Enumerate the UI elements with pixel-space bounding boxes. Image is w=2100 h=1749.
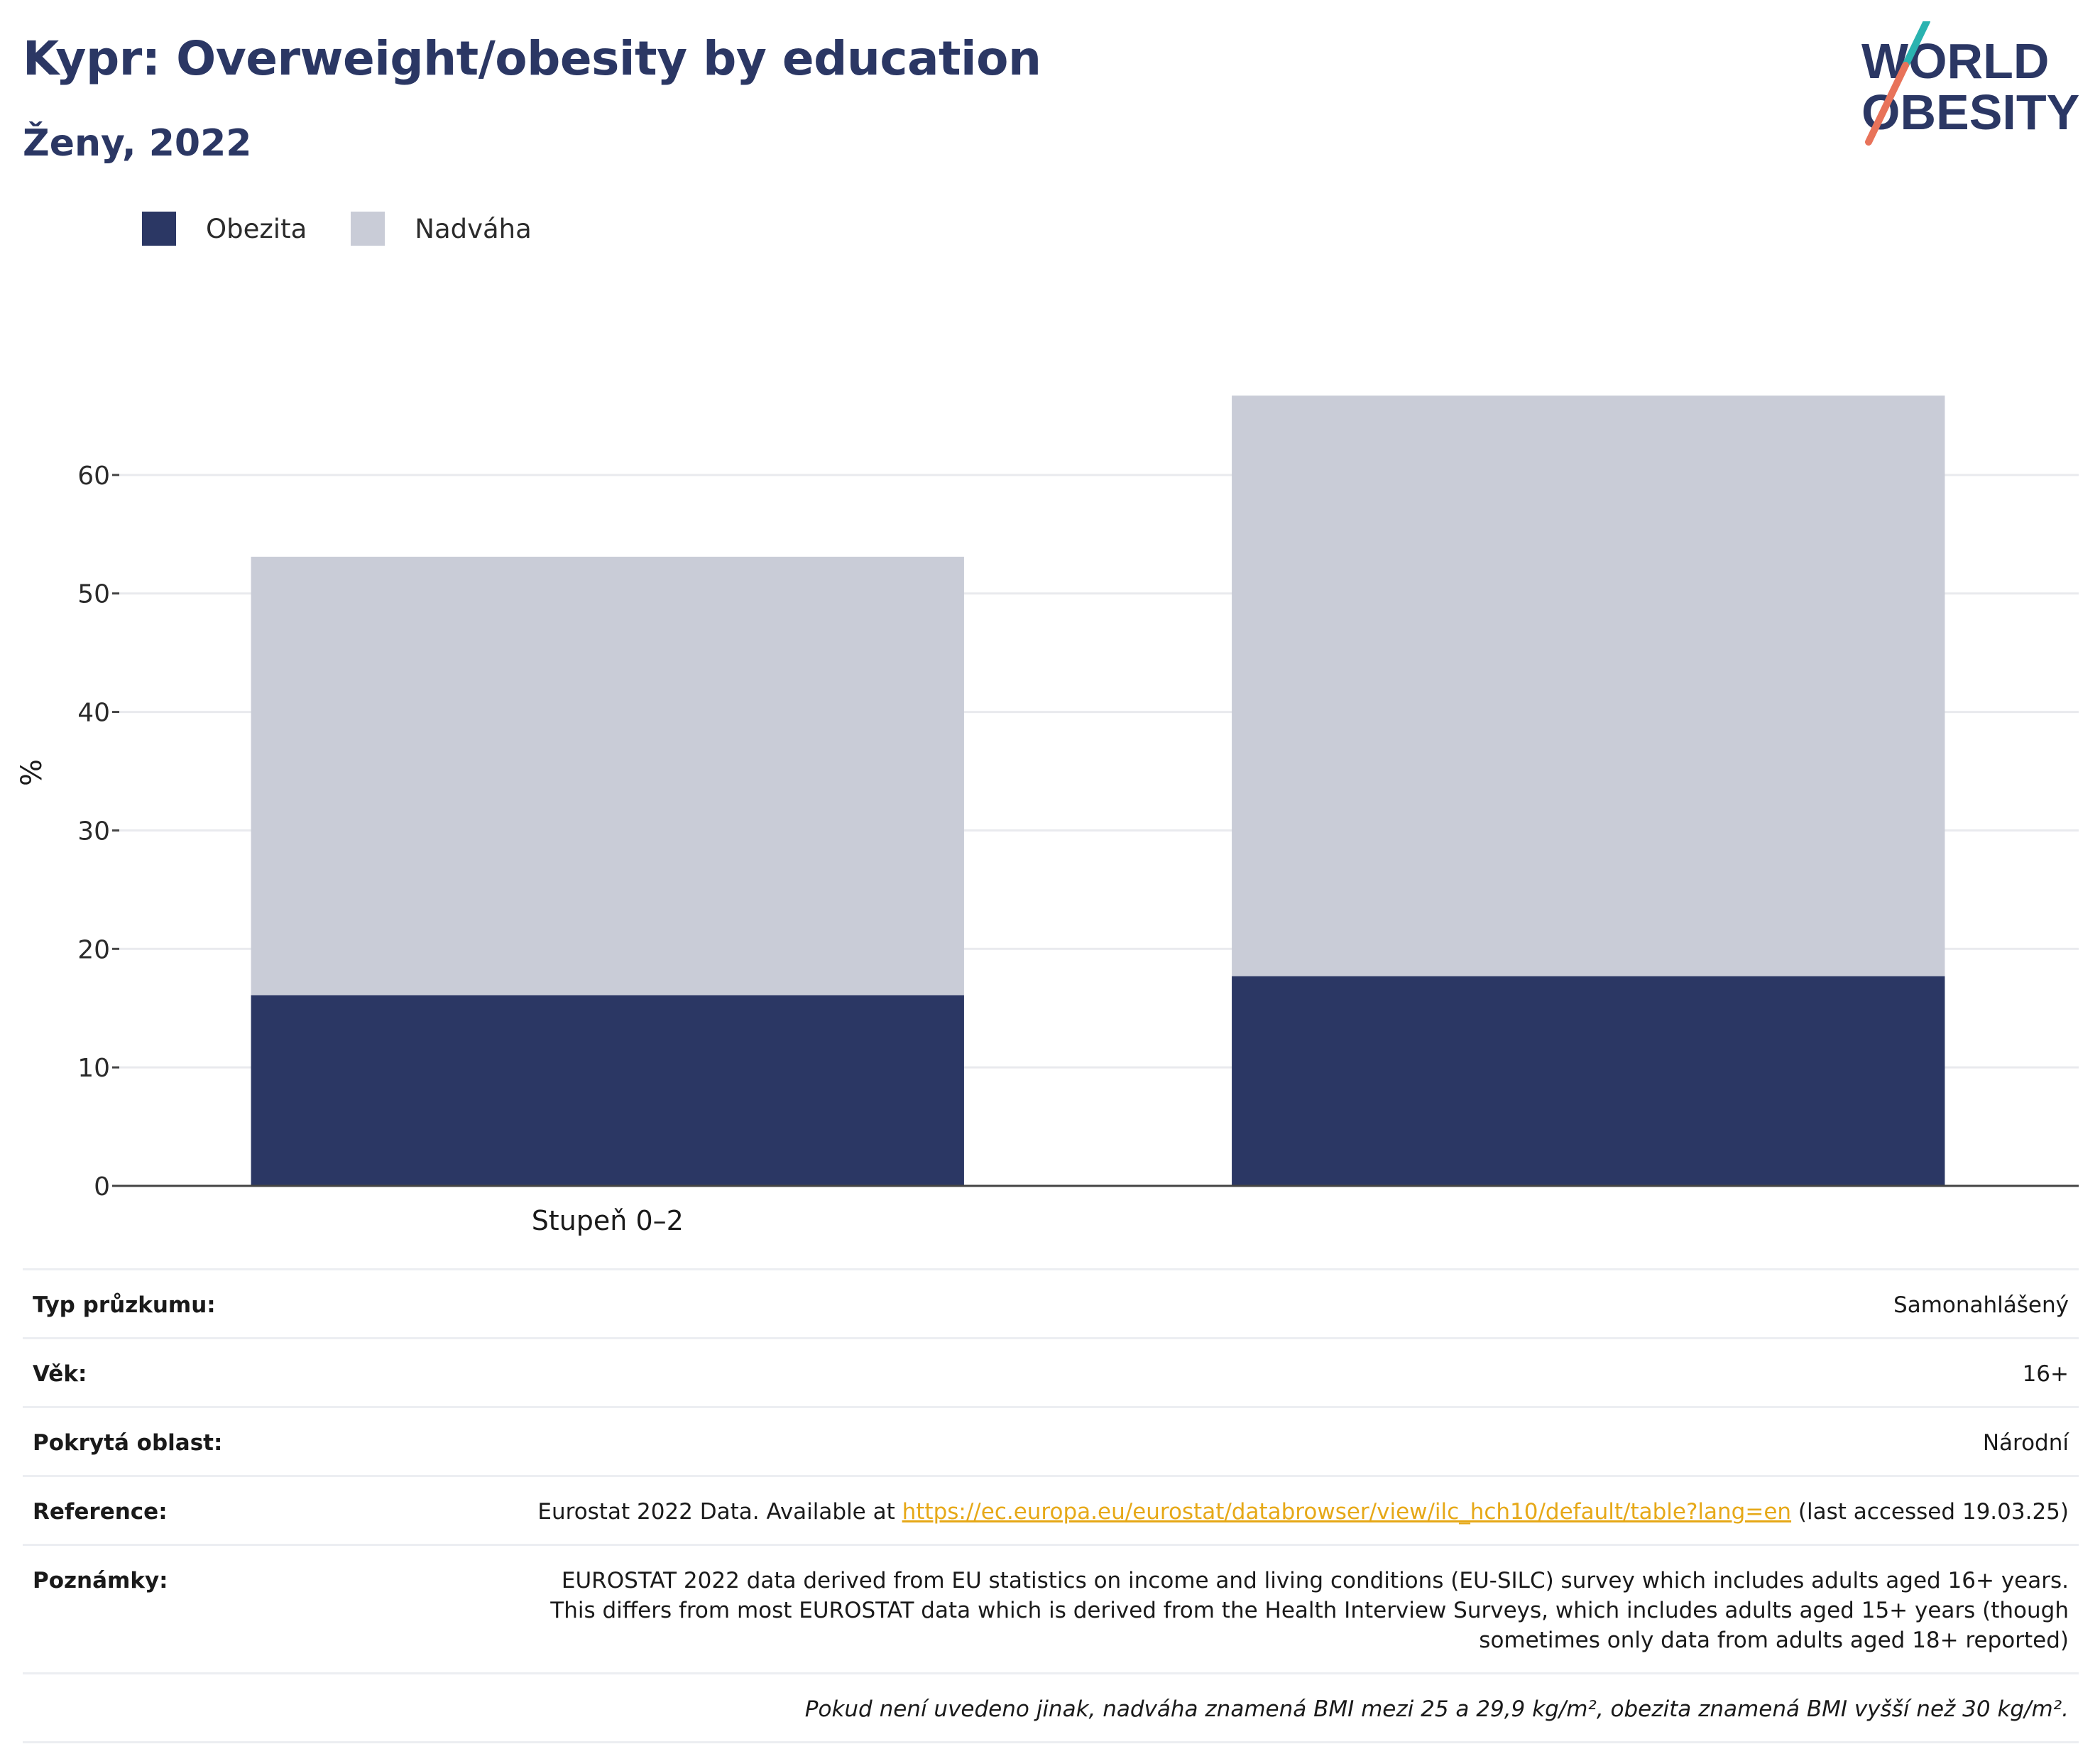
logo-line-1: WORLD (1861, 33, 2049, 89)
world-obesity-logo: WORLD OBESITY (1861, 21, 2079, 146)
info-row-age: Věk: 16+ (23, 1337, 2079, 1406)
y-axis-title: % (16, 759, 48, 786)
y-tick-label: 40 (77, 699, 110, 728)
logo-slash-coral (1865, 62, 1909, 146)
chart-subtitle: Ženy, 2022 (23, 122, 252, 165)
reference-link[interactable]: https://ec.europa.eu/eurostat/databrowse… (902, 1499, 1792, 1525)
legend-label-overweight: Nadváha (415, 213, 532, 244)
bar-overweight-1 (251, 556, 964, 996)
legend-item-obesity[interactable]: Obezita (142, 212, 307, 246)
info-row-footnote: Pokud není uvedeno jinak, nadváha znamen… (23, 1672, 2079, 1743)
y-tick-label: 60 (77, 462, 110, 491)
survey-type-label: Typ průzkumu: (33, 1292, 216, 1318)
x-tick-label: Stupeň 0–2 (532, 1205, 684, 1236)
y-tick-label: 0 (94, 1172, 110, 1202)
legend-item-overweight[interactable]: Nadváha (351, 212, 532, 246)
reference-prefix: Eurostat 2022 Data. Available at (537, 1499, 895, 1525)
bar-chart: 0 10 20 30 40 50 60% Stupeň 0–2 (16, 396, 2079, 1236)
y-tick-label: 10 (77, 1054, 110, 1083)
info-row-area: Pokrytá oblast: Národní (23, 1406, 2079, 1475)
info-row-notes: Poznámky: EUROSTAT 2022 data derived fro… (23, 1544, 2079, 1672)
legend-swatch-overweight (351, 212, 385, 246)
bar-overweight-2 (1232, 396, 1945, 976)
bar-obesity-1 (251, 995, 964, 1186)
legend-swatch-obesity (142, 212, 176, 246)
reference-label: Reference: (33, 1499, 168, 1525)
footnote-text: Pokud není uvedeno jinak, nadváha znamen… (804, 1696, 2069, 1722)
chart-title: Kypr: Overweight/obesity by education (23, 31, 1041, 86)
legend-label-obesity: Obezita (206, 213, 307, 244)
info-row-reference: Reference: Eurostat 2022 Data. Available… (23, 1475, 2079, 1544)
chart-legend: Obezita Nadváha (142, 212, 576, 246)
reference-suffix: (last accessed 19.03.25) (1798, 1499, 2069, 1525)
y-tick-label: 50 (77, 580, 110, 609)
logo-slash-teal (1902, 21, 1930, 69)
y-tick-label: 20 (77, 935, 110, 964)
notes-value: EUROSTAT 2022 data derived from EU stati… (550, 1568, 2069, 1653)
survey-type-value: Samonahlášený (1893, 1292, 2069, 1318)
reference-value: Eurostat 2022 Data. Available at https:/… (537, 1497, 2069, 1527)
notes-label: Poznámky: (33, 1568, 168, 1593)
y-tick-label: 30 (77, 817, 110, 846)
age-label: Věk: (33, 1361, 87, 1387)
info-row-survey-type: Typ průzkumu: Samonahlášený (23, 1268, 2079, 1337)
area-value: Národní (1982, 1430, 2069, 1456)
area-label: Pokrytá oblast: (33, 1430, 223, 1456)
info-table: Typ průzkumu: Samonahlášený Věk: 16+ Pok… (23, 1268, 2079, 1743)
bar-obesity-2 (1232, 976, 1945, 1186)
age-value: 16+ (2022, 1361, 2069, 1387)
logo-line-2: OBESITY (1861, 85, 2079, 140)
